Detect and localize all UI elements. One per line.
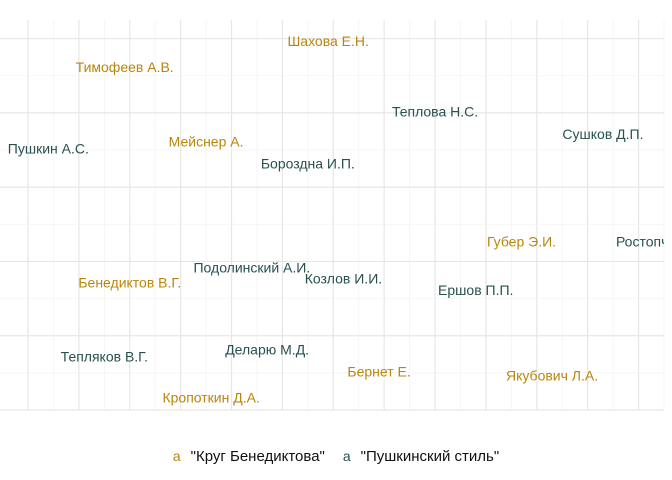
point-label: Деларю М.Д. (225, 341, 309, 357)
point-label: Подолинский А.И. (193, 260, 310, 276)
legend-item-pushkinsky-stil: a "Пушкинский стиль" (343, 448, 499, 465)
legend-item-krug-benediktova: a "Круг Бенедиктова" (173, 448, 325, 465)
point-label: Шахова Е.Н. (287, 33, 368, 49)
point-label: Тимофеев А.В. (76, 59, 174, 75)
point-label: Ершов П.П. (438, 282, 513, 298)
point-label: Бенедиктов В.Г. (78, 274, 181, 290)
point-label: Мейснер А. (169, 133, 244, 149)
point-label: Козлов И.И. (305, 271, 382, 287)
point-label: Пушкин А.С. (8, 141, 89, 157)
point-label: Ростопчина (616, 234, 672, 250)
legend-label: "Пушкинский стиль" (360, 447, 500, 465)
legend-key-glyph: a (342, 448, 351, 464)
legend-label: "Круг Бенедиктова" (190, 447, 325, 465)
point-label: Теплова Н.С. (392, 104, 478, 120)
legend-key-glyph: a (172, 448, 181, 464)
data-labels: Шахова Е.Н. Тимофеев А.В. Мейснер А. Губер … (8, 33, 672, 406)
legend: a "Круг Бенедиктова" a "Пушкинский стиль… (0, 444, 672, 468)
point-label: Якубович Л.А. (506, 367, 598, 383)
point-label: Губер Э.И. (487, 234, 556, 250)
point-label: Бернет Е. (347, 364, 410, 380)
grid (0, 20, 665, 411)
point-label: Тепляков В.Г. (61, 349, 148, 365)
point-label: Бороздна И.П. (261, 156, 355, 172)
point-label: Сушков Д.П. (562, 126, 643, 142)
point-label: Кропоткин Д.А. (162, 390, 259, 406)
